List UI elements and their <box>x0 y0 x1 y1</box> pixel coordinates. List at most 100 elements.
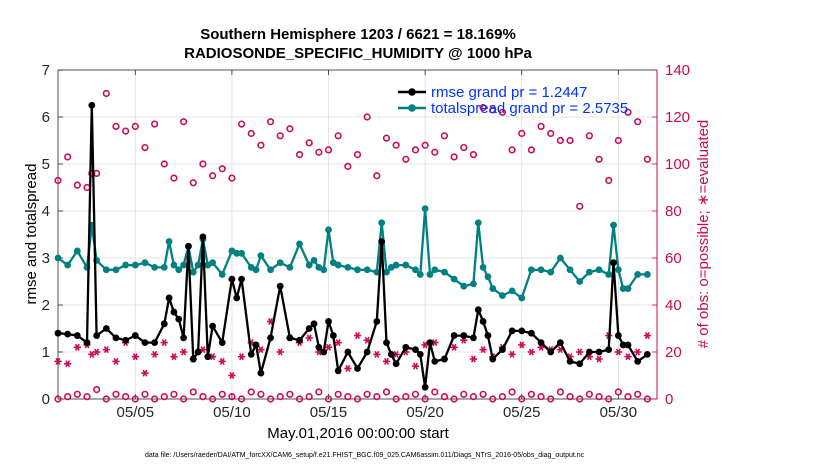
obs-evaluated-point <box>218 357 226 365</box>
spread-point <box>286 264 294 271</box>
spread-point <box>296 240 303 248</box>
obs-possible-point <box>479 103 487 112</box>
obs-evaluated-point <box>450 343 458 351</box>
rmse-point <box>556 339 564 346</box>
obs-possible-point <box>151 395 159 403</box>
obs-evaluated-point <box>102 346 110 354</box>
spread-point <box>489 285 497 292</box>
obs-evaluated-point <box>344 364 352 372</box>
spread-point <box>175 266 183 274</box>
asterisk-stroke <box>615 348 621 356</box>
obs-evaluated-point <box>643 332 651 340</box>
obs-possible-point <box>421 141 429 149</box>
rmse-point <box>402 343 410 351</box>
y-tick-label-right: 140 <box>665 62 690 79</box>
obs-possible-point <box>112 390 120 398</box>
obs-possible-point <box>276 393 284 401</box>
obs-possible-point <box>160 393 168 401</box>
spread-point <box>576 278 584 285</box>
rmse-point <box>441 355 448 363</box>
spread-point <box>267 266 274 274</box>
spread-point <box>431 266 439 274</box>
rmse-point <box>165 294 173 302</box>
spread-point <box>218 271 226 278</box>
asterisk-stroke <box>383 357 389 365</box>
obs-possible-point <box>624 108 632 116</box>
y-tick-label-right: 20 <box>665 344 682 361</box>
spread-point <box>131 261 139 269</box>
obs-possible-point <box>286 125 294 133</box>
obs-possible-point <box>595 155 603 163</box>
asterisk-stroke <box>355 332 360 340</box>
obs-evaluated-point <box>112 357 120 365</box>
obs-possible-point <box>344 162 352 170</box>
rmse-point <box>576 360 584 368</box>
rmse-point <box>484 332 492 339</box>
rmse-point <box>610 259 617 267</box>
spread-point <box>165 238 173 245</box>
y-tick-label-left: 2 <box>42 297 50 314</box>
spread-point <box>170 261 178 269</box>
rmse-point <box>566 358 574 365</box>
rmse-point <box>373 318 381 325</box>
rmse-point <box>180 334 187 342</box>
spread-point <box>460 282 468 290</box>
asterisk-stroke <box>635 348 641 356</box>
obs-possible-point <box>440 132 449 140</box>
obs-possible-point <box>460 143 468 152</box>
spread-point <box>344 264 352 271</box>
obs-possible-point <box>508 388 516 396</box>
rmse-point <box>151 339 159 346</box>
rmse-point <box>209 322 216 330</box>
obs-possible-point <box>286 390 294 398</box>
obs-possible-point <box>305 393 313 401</box>
spread-point <box>421 205 429 213</box>
rmse-point <box>334 367 342 375</box>
rmse-point <box>354 365 361 372</box>
obs-evaluated-point <box>411 362 420 370</box>
obs-possible-point <box>614 388 622 396</box>
rmse-point <box>64 330 72 338</box>
rmse-point <box>175 315 183 323</box>
spread-point <box>189 268 197 276</box>
spread-point <box>605 271 613 278</box>
spread-point <box>566 266 574 274</box>
obs-possible-point <box>547 395 555 403</box>
obs-possible-point <box>556 136 564 145</box>
chart-marks <box>54 89 651 403</box>
spread-point <box>252 266 260 274</box>
obs-evaluated-point <box>373 350 381 358</box>
obs-possible-point <box>508 146 516 154</box>
obs-possible-point <box>324 395 333 403</box>
obs-possible-point <box>64 153 72 161</box>
rmse-point <box>387 350 395 358</box>
asterisk-stroke <box>152 350 158 358</box>
rmse-point <box>431 358 439 365</box>
spread-point <box>518 294 526 302</box>
rmse-point <box>585 348 593 356</box>
spread-point <box>383 268 390 276</box>
obs-possible-point <box>334 390 342 398</box>
rmse-point <box>499 346 506 354</box>
obs-possible-point <box>112 122 120 130</box>
obs-possible-point <box>218 390 226 398</box>
obs-possible-point <box>605 395 613 403</box>
asterisk-stroke <box>577 348 583 356</box>
rmse-point <box>624 341 632 349</box>
spread-point <box>310 256 318 264</box>
rmse-point <box>218 339 226 346</box>
obs-possible-point <box>518 129 526 138</box>
obs-possible-point <box>402 155 410 163</box>
spread-point <box>305 261 313 269</box>
obs-possible-point <box>237 395 246 403</box>
obs-evaluated-point <box>131 353 139 361</box>
obs-evaluated-point <box>305 334 313 342</box>
obs-evaluated-point <box>634 348 642 356</box>
obs-possible-point <box>585 390 593 398</box>
obs-possible-point <box>218 165 226 173</box>
obs-possible-point <box>537 122 545 130</box>
obs-possible-point <box>643 395 651 403</box>
asterisk-stroke <box>374 350 380 358</box>
rmse-point <box>474 306 482 314</box>
obs-possible-point <box>595 393 603 401</box>
